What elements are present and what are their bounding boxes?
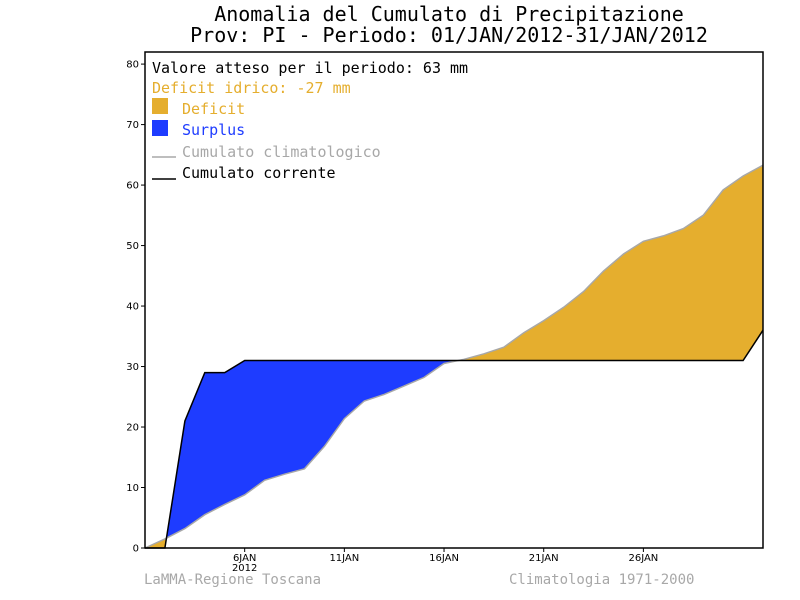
y-axis: 0 10 20 30 40 50 60 70 80 [126, 60, 145, 555]
legend-climatological-label: Cumulato climatologico [182, 143, 381, 161]
legend-current-label: Cumulato corrente [182, 164, 336, 182]
area-layer [145, 165, 763, 548]
chart-title-line1: Anomalia del Cumulato di Precipitazione [214, 2, 684, 26]
current-line [145, 329, 764, 549]
legend-surplus-swatch [152, 120, 168, 136]
legend-deficit-swatch [152, 98, 168, 114]
legend-expected-value: Valore atteso per il periodo: 63 mm [152, 59, 468, 77]
y-tick-label-0: 0 [133, 544, 139, 555]
x-tick-label-6: 6JAN [233, 553, 256, 564]
x-tick-label-26: 26JAN [628, 553, 658, 564]
line-layer [144, 164, 764, 549]
y-tick-label-80: 80 [126, 60, 139, 71]
legend-surplus-label: Surplus [182, 121, 245, 139]
plot-frame [144, 51, 764, 549]
y-tick-label-50: 50 [126, 241, 139, 252]
legend-deficit-value: Deficit idrico: -27 mm [152, 79, 351, 97]
x-tick-label-16: 16JAN [429, 553, 459, 564]
deficit-area-2 [458, 165, 763, 361]
x-tick-label-11: 11JAN [329, 553, 359, 564]
y-tick-label-20: 20 [126, 423, 139, 434]
legend-deficit-label: Deficit [182, 100, 245, 118]
y-tick-label-60: 60 [126, 181, 139, 192]
chart-title-line2: Prov: PI - Periodo: 01/JAN/2012-31/JAN/2… [190, 23, 708, 47]
footer-climatology: Climatologia 1971-2000 [509, 572, 694, 588]
footer-source: LaMMA-Regione Toscana [144, 572, 321, 588]
y-tick-label-40: 40 [126, 302, 139, 313]
deficit-area-0 [145, 538, 167, 548]
surplus-area-1 [166, 360, 459, 539]
x-tick-sublabel-6: 2012 [232, 563, 257, 574]
y-tick-label-30: 30 [126, 362, 139, 373]
x-tick-label-21: 21JAN [529, 553, 559, 564]
y-tick-label-10: 10 [126, 483, 139, 494]
y-tick-label-70: 70 [126, 120, 139, 131]
legend: Valore atteso per il periodo: 63 mm Defi… [152, 59, 468, 182]
climatological-line [144, 164, 764, 549]
